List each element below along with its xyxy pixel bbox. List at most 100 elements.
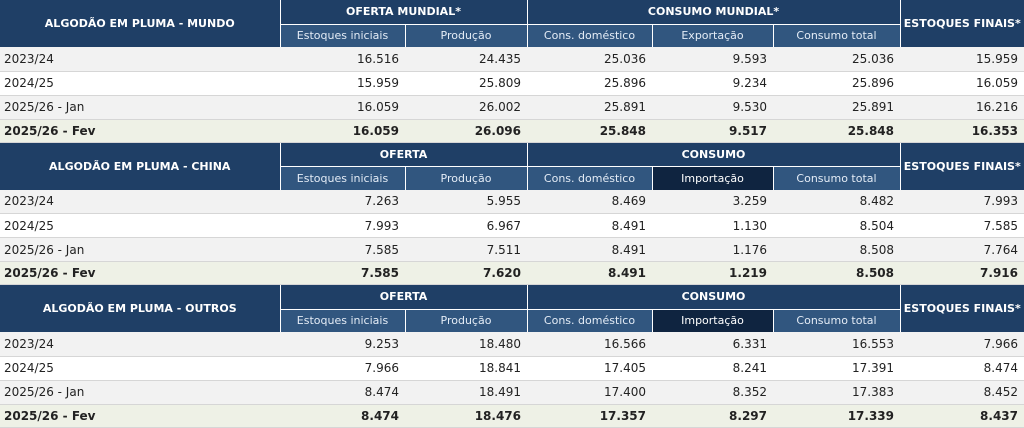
- group-header-consumo: CONSUMO MUNDIAL*: [527, 0, 901, 24]
- col-header: Produção: [405, 166, 528, 190]
- cell-value: 15.959: [900, 47, 1024, 72]
- cell-value: 16.553: [773, 332, 901, 357]
- cell-value: 1.176: [652, 237, 773, 262]
- cell-value: 7.585: [280, 261, 405, 285]
- cell-value: 3.259: [652, 189, 773, 214]
- table-row: 2023/24 16.516 24.435 25.036 9.593 25.03…: [0, 47, 1024, 72]
- cell-value: 25.896: [773, 71, 901, 96]
- cell-value: 25.891: [527, 95, 652, 120]
- cell-value: 8.504: [773, 213, 901, 238]
- cell-value: 25.896: [527, 71, 652, 96]
- table-china: ALGODÃO EM PLUMA - CHINA OFERTA CONSUMO …: [0, 142, 1024, 285]
- row-label: 2025/26 - Jan: [0, 237, 280, 262]
- cell-value: 18.476: [405, 404, 527, 428]
- cell-value: 16.566: [527, 332, 652, 357]
- col-header: Importação: [652, 166, 774, 190]
- cell-value: 25.848: [527, 119, 652, 143]
- col-header: Cons. doméstico: [527, 166, 653, 190]
- cell-value: 6.331: [652, 332, 773, 357]
- group-header-oferta: OFERTA: [280, 142, 528, 167]
- cell-value: 7.511: [405, 237, 527, 262]
- col-header: Importação: [652, 308, 774, 332]
- cell-value: 17.357: [527, 404, 652, 428]
- table-row: 2024/25 15.959 25.809 25.896 9.234 25.89…: [0, 71, 1024, 96]
- cell-value: 25.848: [773, 119, 901, 143]
- section-title: ALGODÃO EM PLUMA - CHINA: [0, 142, 281, 190]
- table-row-highlight: 2025/26 - Fev 7.585 7.620 8.491 1.219 8.…: [0, 261, 1024, 285]
- cell-value: 8.469: [527, 189, 652, 214]
- table-row: 2024/25 7.966 18.841 17.405 8.241 17.391…: [0, 356, 1024, 381]
- cell-value: 7.263: [280, 189, 405, 214]
- section-title: ALGODÃO EM PLUMA - MUNDO: [0, 0, 281, 47]
- cell-value: 8.474: [280, 380, 405, 405]
- cell-value: 26.002: [405, 95, 527, 120]
- row-label: 2023/24: [0, 47, 280, 72]
- cell-value: 8.474: [900, 356, 1024, 381]
- cell-value: 16.353: [900, 119, 1024, 143]
- table-row: 2025/26 - Jan 16.059 26.002 25.891 9.530…: [0, 95, 1024, 120]
- cell-value: 7.916: [900, 261, 1024, 285]
- cell-value: 7.585: [900, 213, 1024, 238]
- cell-value: 16.059: [280, 119, 405, 143]
- cell-value: 17.400: [527, 380, 652, 405]
- row-label: 2025/26 - Jan: [0, 95, 280, 120]
- row-label: 2023/24: [0, 189, 280, 214]
- cell-value: 8.508: [773, 237, 901, 262]
- col-header: Consumo total: [773, 23, 901, 47]
- cell-value: 25.891: [773, 95, 901, 120]
- col-header: Estoques iniciais: [280, 23, 406, 47]
- cell-value: 8.491: [527, 213, 652, 238]
- row-label: 2024/25: [0, 356, 280, 381]
- cell-value: 7.585: [280, 237, 405, 262]
- cell-value: 25.036: [773, 47, 901, 72]
- cell-value: 16.516: [280, 47, 405, 72]
- cell-value: 9.593: [652, 47, 773, 72]
- cell-value: 7.620: [405, 261, 527, 285]
- row-label: 2025/26 - Fev: [0, 261, 280, 285]
- table-row-highlight: 2025/26 - Fev 16.059 26.096 25.848 9.517…: [0, 119, 1024, 143]
- group-header-consumo: CONSUMO: [527, 142, 901, 167]
- cell-value: 17.339: [773, 404, 901, 428]
- cell-value: 8.241: [652, 356, 773, 381]
- cell-value: 17.383: [773, 380, 901, 405]
- cell-value: 16.059: [280, 95, 405, 120]
- cell-value: 25.036: [527, 47, 652, 72]
- cell-value: 7.764: [900, 237, 1024, 262]
- col-header: Produção: [405, 23, 528, 47]
- cell-value: 5.955: [405, 189, 527, 214]
- cell-value: 18.480: [405, 332, 527, 357]
- cell-value: 9.530: [652, 95, 773, 120]
- cell-value: 24.435: [405, 47, 527, 72]
- col-header: Produção: [405, 308, 528, 332]
- cell-value: 7.993: [280, 213, 405, 238]
- table-row: 2024/25 7.993 6.967 8.491 1.130 8.504 7.…: [0, 213, 1024, 238]
- cell-value: 16.216: [900, 95, 1024, 120]
- cell-value: 7.966: [280, 356, 405, 381]
- col-header: Cons. doméstico: [527, 308, 653, 332]
- row-label: 2024/25: [0, 213, 280, 238]
- col-header: Estoques iniciais: [280, 308, 406, 332]
- cell-value: 8.474: [280, 404, 405, 428]
- row-label: 2023/24: [0, 332, 280, 357]
- cell-value: 17.405: [527, 356, 652, 381]
- cell-value: 7.966: [900, 332, 1024, 357]
- cell-value: 8.482: [773, 189, 901, 214]
- cell-value: 9.517: [652, 119, 773, 143]
- cell-value: 15.959: [280, 71, 405, 96]
- cell-value: 18.491: [405, 380, 527, 405]
- group-header-oferta: OFERTA MUNDIAL*: [280, 0, 528, 24]
- cell-value: 16.059: [900, 71, 1024, 96]
- col-header: Cons. doméstico: [527, 23, 653, 47]
- cell-value: 6.967: [405, 213, 527, 238]
- table-row: 2023/24 7.263 5.955 8.469 3.259 8.482 7.…: [0, 189, 1024, 214]
- cell-value: 8.452: [900, 380, 1024, 405]
- table-row-highlight: 2025/26 - Fev 8.474 18.476 17.357 8.297 …: [0, 404, 1024, 428]
- row-label: 2025/26 - Jan: [0, 380, 280, 405]
- col-header: Estoques iniciais: [280, 166, 406, 190]
- row-label: 2025/26 - Fev: [0, 119, 280, 143]
- cell-value: 1.130: [652, 213, 773, 238]
- section-title: ALGODÃO EM PLUMA - OUTROS: [0, 285, 281, 332]
- cell-value: 18.841: [405, 356, 527, 381]
- group-header-estoques-finais: ESTOQUES FINAIS*: [900, 142, 1024, 190]
- cell-value: 17.391: [773, 356, 901, 381]
